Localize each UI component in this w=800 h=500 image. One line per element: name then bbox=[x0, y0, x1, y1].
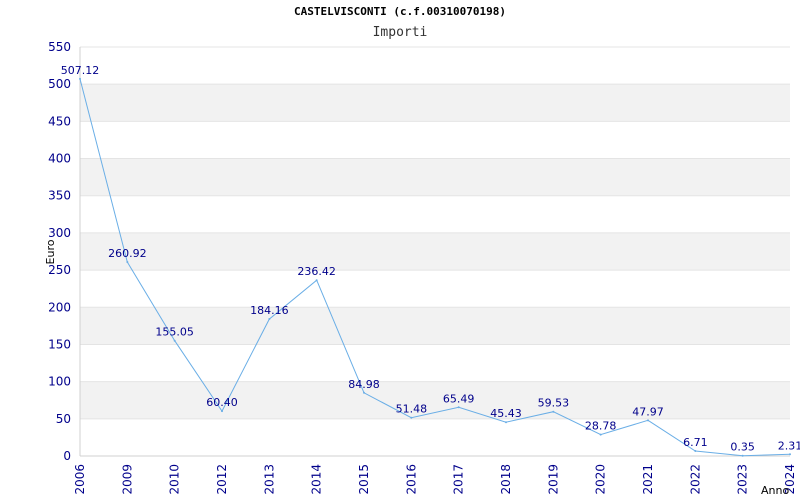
x-tick-label: 2010 bbox=[168, 464, 182, 495]
grid-band bbox=[80, 232, 790, 271]
grid-band bbox=[80, 158, 790, 196]
x-tick-label: 2018 bbox=[499, 464, 513, 495]
x-tick-label: 2012 bbox=[215, 464, 229, 495]
data-point bbox=[505, 421, 507, 424]
x-tick-label: 2021 bbox=[641, 464, 655, 495]
data-point bbox=[599, 433, 602, 436]
y-tick-label: 150 bbox=[48, 337, 71, 351]
data-label: 60.40 bbox=[206, 396, 238, 409]
data-point bbox=[79, 77, 81, 80]
y-tick-label: 500 bbox=[48, 77, 71, 91]
y-tick-label: 350 bbox=[48, 189, 71, 203]
data-point bbox=[363, 391, 365, 394]
y-tick-label: 250 bbox=[48, 263, 71, 277]
y-tick-label: 100 bbox=[48, 375, 71, 389]
x-tick-label: 2009 bbox=[120, 464, 134, 495]
x-tick-label: 2006 bbox=[73, 464, 87, 495]
y-tick-label: 0 bbox=[63, 449, 71, 463]
data-point bbox=[741, 454, 744, 457]
x-tick-label: 2020 bbox=[594, 464, 608, 495]
x-tick-label: 2017 bbox=[452, 464, 466, 495]
y-tick-label: 450 bbox=[48, 114, 71, 128]
data-point bbox=[552, 410, 555, 413]
y-axis-title: Euro bbox=[44, 239, 57, 264]
data-label: 260.92 bbox=[108, 247, 147, 260]
chart-title: CASTELVISCONTI (c.f.00310070198) bbox=[294, 5, 506, 18]
series-line bbox=[79, 78, 791, 457]
grid-band bbox=[80, 84, 790, 122]
data-point bbox=[647, 419, 649, 422]
x-tick-label: 2019 bbox=[546, 464, 560, 495]
data-label: 84.98 bbox=[348, 378, 380, 391]
data-point bbox=[410, 416, 413, 419]
data-label: 6.71 bbox=[683, 436, 708, 449]
x-tick-label: 2024 bbox=[783, 464, 797, 495]
y-tick-label: 200 bbox=[48, 300, 71, 314]
data-label: 184.16 bbox=[250, 304, 289, 317]
data-label: 507.12 bbox=[61, 64, 100, 77]
y-tick-label: 300 bbox=[48, 226, 71, 240]
data-point bbox=[173, 339, 176, 342]
data-point bbox=[126, 260, 129, 263]
data-label: 2.31 bbox=[778, 439, 800, 452]
x-tick-label: 2016 bbox=[404, 464, 418, 495]
data-point bbox=[315, 279, 318, 282]
data-label: 0.35 bbox=[730, 441, 755, 454]
data-label: 59.53 bbox=[538, 397, 570, 410]
grid-band bbox=[80, 381, 790, 419]
data-point bbox=[694, 450, 697, 453]
data-point bbox=[457, 406, 460, 409]
y-tick-label: 550 bbox=[48, 40, 71, 54]
x-tick-label: 2015 bbox=[357, 464, 371, 495]
grid-band bbox=[80, 307, 790, 345]
x-tick-label: 2022 bbox=[688, 464, 702, 495]
data-label: 28.78 bbox=[585, 420, 617, 433]
data-point bbox=[221, 410, 223, 413]
data-label: 65.49 bbox=[443, 392, 475, 405]
data-label: 45.43 bbox=[490, 407, 522, 420]
data-label: 236.42 bbox=[297, 265, 336, 278]
data-label: 47.97 bbox=[632, 405, 664, 418]
x-tick-label: 2023 bbox=[736, 464, 750, 495]
data-point bbox=[268, 318, 271, 321]
x-tick-label: 2013 bbox=[262, 464, 276, 495]
data-label: 155.05 bbox=[155, 326, 194, 339]
x-axis-title: Anno bbox=[761, 484, 789, 497]
y-tick-label: 50 bbox=[56, 412, 71, 426]
data-point bbox=[789, 453, 791, 456]
y-tick-label: 400 bbox=[48, 152, 71, 166]
x-tick-label: 2014 bbox=[310, 464, 324, 495]
data-label: 51.48 bbox=[396, 403, 428, 416]
chart-subtitle: Importi bbox=[372, 25, 428, 40]
